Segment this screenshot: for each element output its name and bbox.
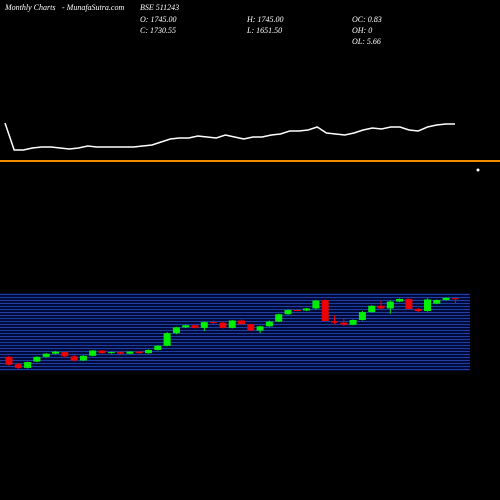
brand: - MunafaSutra.com <box>62 3 124 12</box>
candle-body <box>424 299 431 312</box>
candle-body <box>191 325 199 328</box>
candle-body <box>33 356 41 362</box>
candle-body <box>154 345 162 350</box>
candle-body <box>24 362 32 368</box>
candle-body <box>182 325 190 328</box>
candle-body <box>331 321 338 323</box>
candle-body <box>321 300 329 322</box>
stats: O: 1745.00 H: 1745.00 OC: 0.83 C: 1730.55 L:… <box>140 15 382 46</box>
candle-body <box>228 320 236 328</box>
candle-body <box>442 297 450 300</box>
candle-body <box>200 322 208 328</box>
candle-body <box>386 301 394 309</box>
candle-body <box>172 327 180 334</box>
site-label: Monthly Charts <box>4 3 55 12</box>
stat: OC: 0.83 <box>352 15 382 24</box>
candle-body <box>414 308 422 312</box>
candle-body <box>42 353 50 357</box>
stat: OH: 0 <box>352 26 372 35</box>
candle-body <box>377 305 385 309</box>
candle-body <box>14 364 22 368</box>
stat: H: 1745.00 <box>246 15 283 24</box>
candle-body <box>396 298 404 302</box>
candle-body <box>163 333 171 346</box>
candle-body <box>293 310 301 311</box>
candle-body <box>368 305 376 313</box>
candle-body <box>340 322 348 325</box>
candle-body <box>284 310 292 315</box>
candle-body <box>135 351 143 354</box>
candle-body <box>256 326 264 331</box>
symbol: BSE 511243 <box>140 3 179 12</box>
candle-body <box>5 356 13 365</box>
candle-body <box>433 300 441 304</box>
candle-body <box>52 351 59 354</box>
stat: OL: 5.66 <box>352 37 381 46</box>
candle-body <box>145 350 152 354</box>
candle-body <box>126 351 134 354</box>
candle-body <box>238 320 245 325</box>
candle-body <box>219 322 227 328</box>
candle-body <box>405 298 413 309</box>
candle-body <box>358 312 366 320</box>
candle-body <box>61 352 69 357</box>
indicator-line <box>4 122 455 151</box>
candle-panel <box>0 293 470 371</box>
candle-body <box>117 352 125 354</box>
candle-body <box>349 320 357 325</box>
candle-body <box>107 352 115 354</box>
candle-body <box>303 308 311 311</box>
candle-body <box>312 300 320 309</box>
dot <box>476 168 480 172</box>
candle-body <box>451 298 459 300</box>
candle-body <box>70 356 78 361</box>
candle-body <box>89 350 97 356</box>
candle-body <box>79 355 87 361</box>
stat: C: 1730.55 <box>140 26 176 35</box>
candle-body <box>265 321 273 327</box>
stat: O: 1745.00 <box>140 15 176 24</box>
candle-body <box>275 314 283 322</box>
candle-body <box>210 322 218 324</box>
candle-body <box>247 324 255 331</box>
candle-body <box>98 350 106 354</box>
stat: L: 1651.50 <box>246 26 282 35</box>
